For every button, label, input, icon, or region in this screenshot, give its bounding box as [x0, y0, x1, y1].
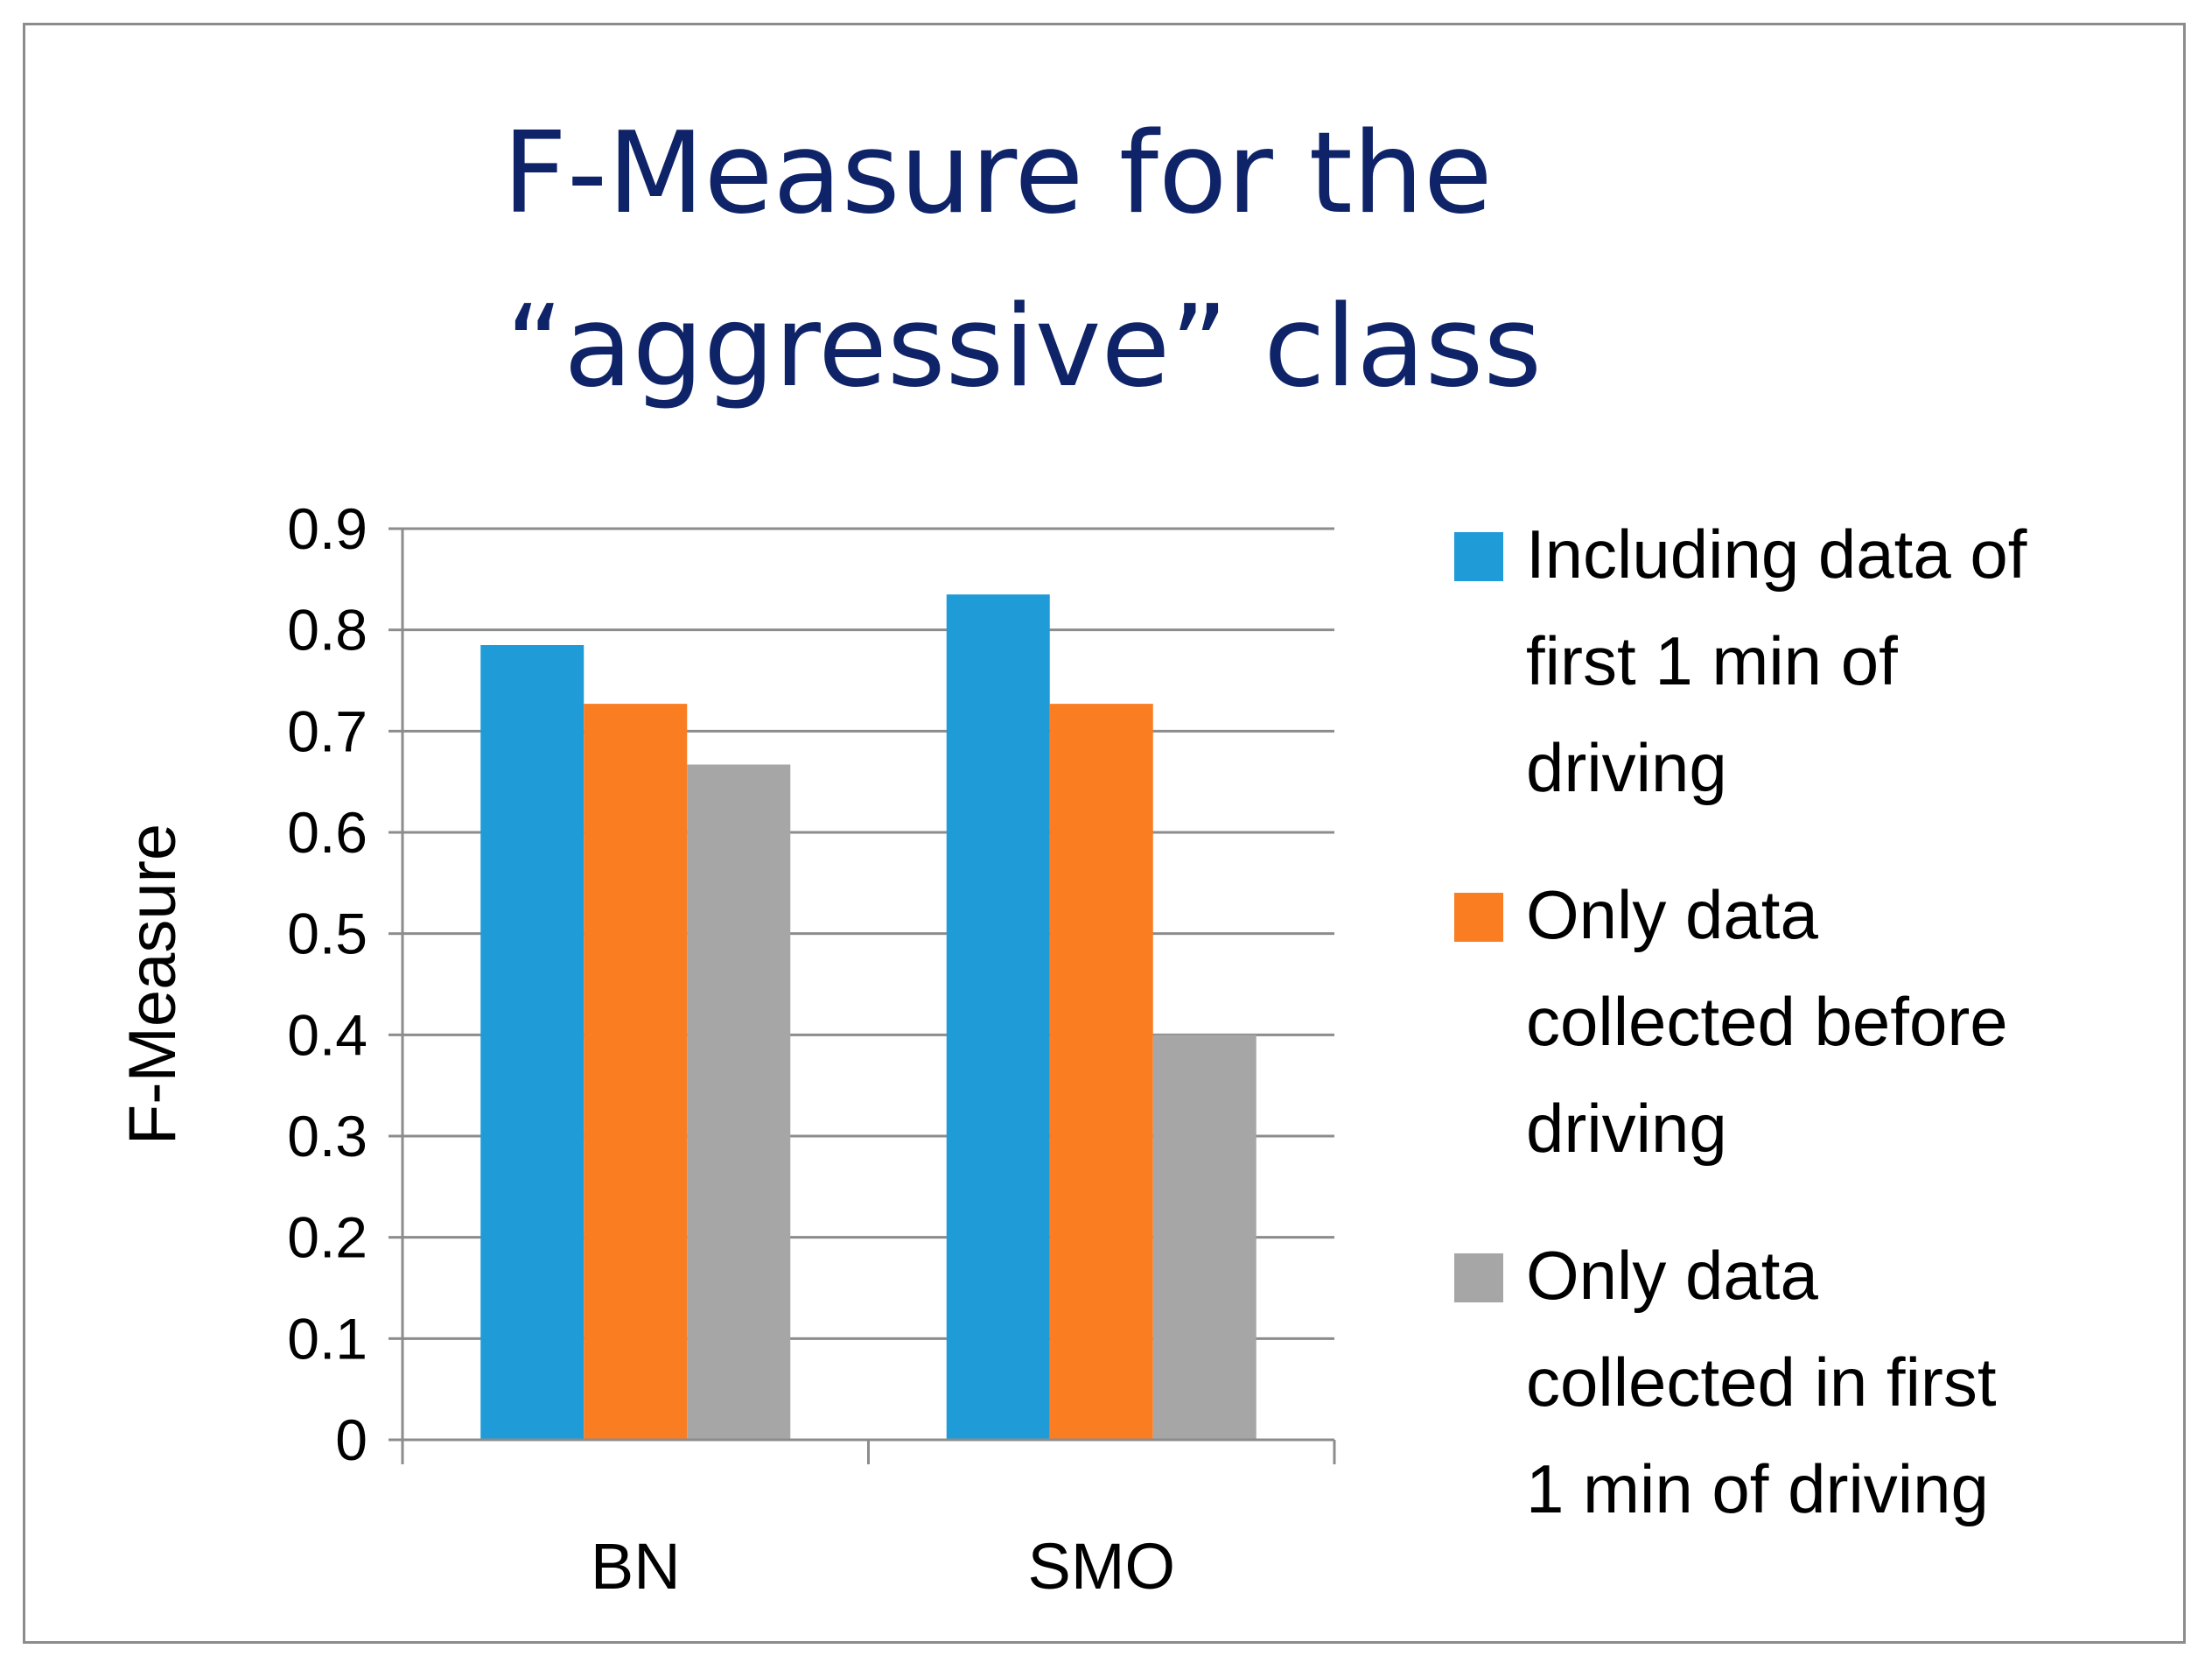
y-tick-label: 0.1	[287, 1306, 368, 1371]
y-tick-label: 0.2	[287, 1205, 368, 1270]
chart-title: F-Measure for the “aggressive” class	[502, 109, 1542, 412]
legend-swatch	[1454, 1253, 1503, 1302]
y-tick-label: 0.5	[287, 902, 368, 966]
legend-label-line: Only data	[1526, 876, 1818, 953]
legend-label-line: collected before	[1526, 983, 2008, 1060]
chart-title-line-2: “aggressive” class	[506, 282, 1542, 412]
axes	[401, 529, 1336, 1464]
y-tick-label: 0.4	[287, 1002, 368, 1067]
legend-swatch	[1454, 893, 1503, 942]
legend-item-1: Including data of first 1 min of driving	[1454, 516, 2027, 806]
legend-label-line: Including data of	[1526, 516, 2027, 593]
legend-label-line: collected in first	[1526, 1344, 1997, 1421]
x-category-label: BN	[591, 1530, 681, 1603]
x-category-labels: BN SMO	[591, 1530, 1175, 1603]
x-category-label: SMO	[1027, 1530, 1175, 1603]
legend-swatch	[1454, 532, 1503, 581]
legend-label-line: driving	[1526, 729, 1727, 806]
bar-smo-series-3	[1152, 1035, 1256, 1440]
y-tick-label: 0.9	[287, 496, 368, 561]
bar-smo-series-2	[1049, 704, 1153, 1440]
y-tick-label: 0.3	[287, 1104, 368, 1168]
y-tick-label: 0.8	[287, 598, 368, 663]
bar-bn-series-3	[687, 764, 791, 1440]
legend-label-line: Only data	[1526, 1237, 1818, 1314]
y-tick-label: 0.6	[287, 800, 368, 865]
bar-bn-series-2	[584, 704, 688, 1440]
y-tick-label: 0	[335, 1407, 368, 1472]
chart-title-line-1: F-Measure for the	[502, 109, 1492, 239]
legend-item-2: Only data collected before driving	[1454, 876, 2008, 1167]
legend-label-line: 1 min of driving	[1526, 1450, 1989, 1527]
y-tick-labels: 0 0.1 0.2 0.3 0.4 0.5 0.6 0.7 0.8 0.9	[287, 496, 402, 1472]
y-tick-label: 0.7	[287, 698, 368, 763]
y-axis-label: F-Measure	[116, 824, 190, 1145]
legend-label-line: driving	[1526, 1090, 1727, 1167]
bars	[480, 594, 1256, 1440]
legend-label-line: first 1 min of	[1526, 622, 1898, 699]
legend-item-3: Only data collected in first 1 min of driv…	[1454, 1237, 1997, 1527]
bar-bn-series-1	[480, 645, 584, 1440]
bar-smo-series-1	[946, 594, 1050, 1440]
